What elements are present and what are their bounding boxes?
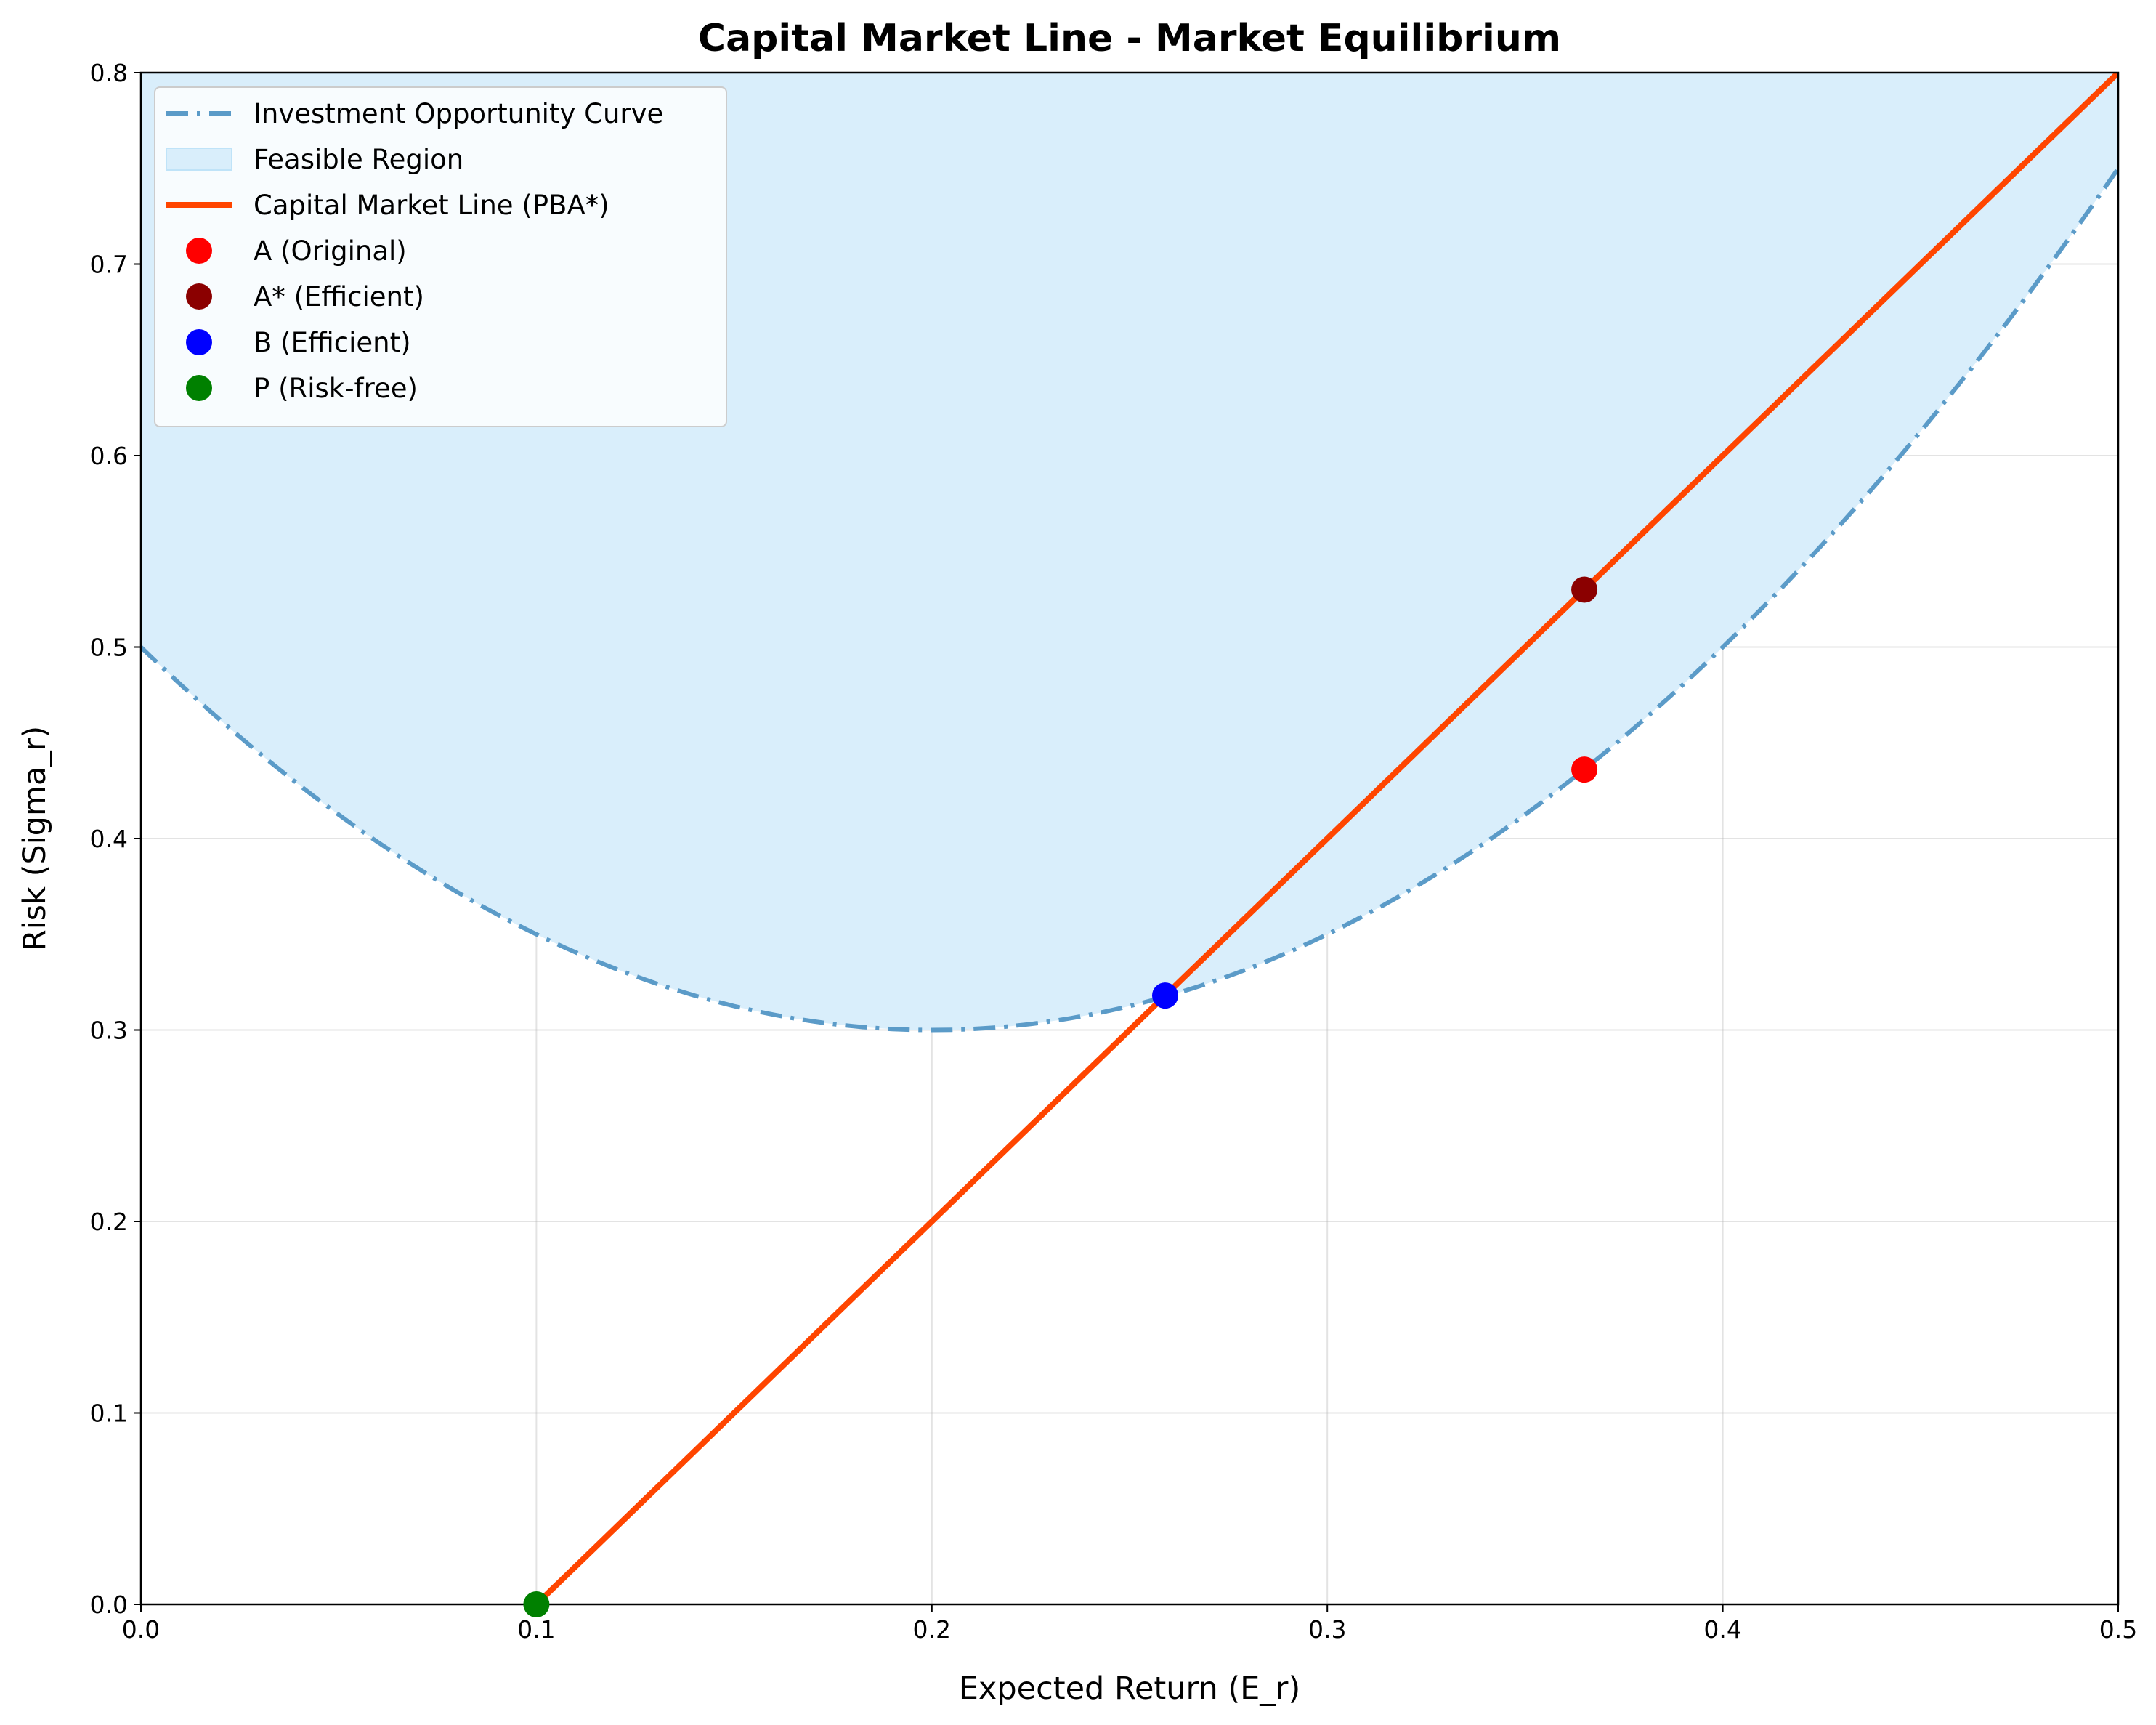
point-p-risk-free: [523, 1591, 550, 1617]
legend-label-feasible-region: Feasible Region: [254, 144, 463, 175]
y-tick-label: 0.8: [90, 59, 128, 87]
x-tick-label: 0.3: [1308, 1615, 1346, 1644]
point-a-original: [1571, 756, 1598, 783]
x-tick-label: 0.2: [913, 1615, 951, 1644]
capital-market-line: [534, 73, 2118, 1604]
investment-opportunity-curve: [141, 167, 2118, 1033]
legend-box: [154, 86, 727, 427]
legend-label-b-efficient: B (Efficient): [254, 327, 411, 358]
legend-label-p-risk-free: P (Risk-free): [254, 373, 418, 404]
y-tick-label: 0.5: [90, 634, 128, 662]
legend-label-capital-market-line-pba: Capital Market Line (PBA*): [254, 190, 609, 221]
y-tick-label: 0.4: [90, 825, 128, 853]
y-tick-label: 0.1: [90, 1399, 128, 1428]
legend-swatch-b-efficient: [186, 329, 212, 355]
legend-swatch-a-efficient: [186, 283, 212, 310]
x-tick-label: 0.0: [122, 1615, 160, 1644]
y-tick-label: 0.7: [90, 251, 128, 279]
y-tick-label: 0.0: [90, 1591, 128, 1619]
legend-swatch-a-original: [186, 238, 212, 264]
x-tick-label: 0.4: [1703, 1615, 1741, 1644]
legend-label-investment-opportunity-curve: Investment Opportunity Curve: [254, 98, 663, 129]
y-axis-label: Risk (Sigma_r): [17, 726, 53, 951]
x-axis-label: Expected Return (E_r): [959, 1671, 1301, 1707]
x-tick-label: 0.1: [517, 1615, 555, 1644]
legend-label-a-efficient: A* (Efficient): [254, 281, 424, 312]
point-b-efficient: [1151, 982, 1178, 1009]
axis-ticks: 0.0 0.1 0.2 0.3 0.4 0.5 0.0 0.1 0.2 0.3 0.4 0.5 0.6 0…: [90, 59, 2138, 1644]
legend-swatch-p-risk-free: [186, 375, 212, 401]
point-a-efficient: [1571, 576, 1598, 603]
legend: Investment Opportunity Curve Feasible Reg…: [154, 86, 727, 427]
chart-title: Capital Market Line - Market Equilibrium: [698, 17, 1561, 60]
x-tick-label: 0.5: [2099, 1615, 2137, 1644]
y-tick-label: 0.3: [90, 1017, 128, 1045]
legend-swatch-feasible-region: [166, 148, 232, 171]
y-tick-label: 0.2: [90, 1208, 128, 1236]
y-tick-label: 0.6: [90, 442, 128, 470]
legend-label-a-original: A (Original): [254, 235, 407, 267]
